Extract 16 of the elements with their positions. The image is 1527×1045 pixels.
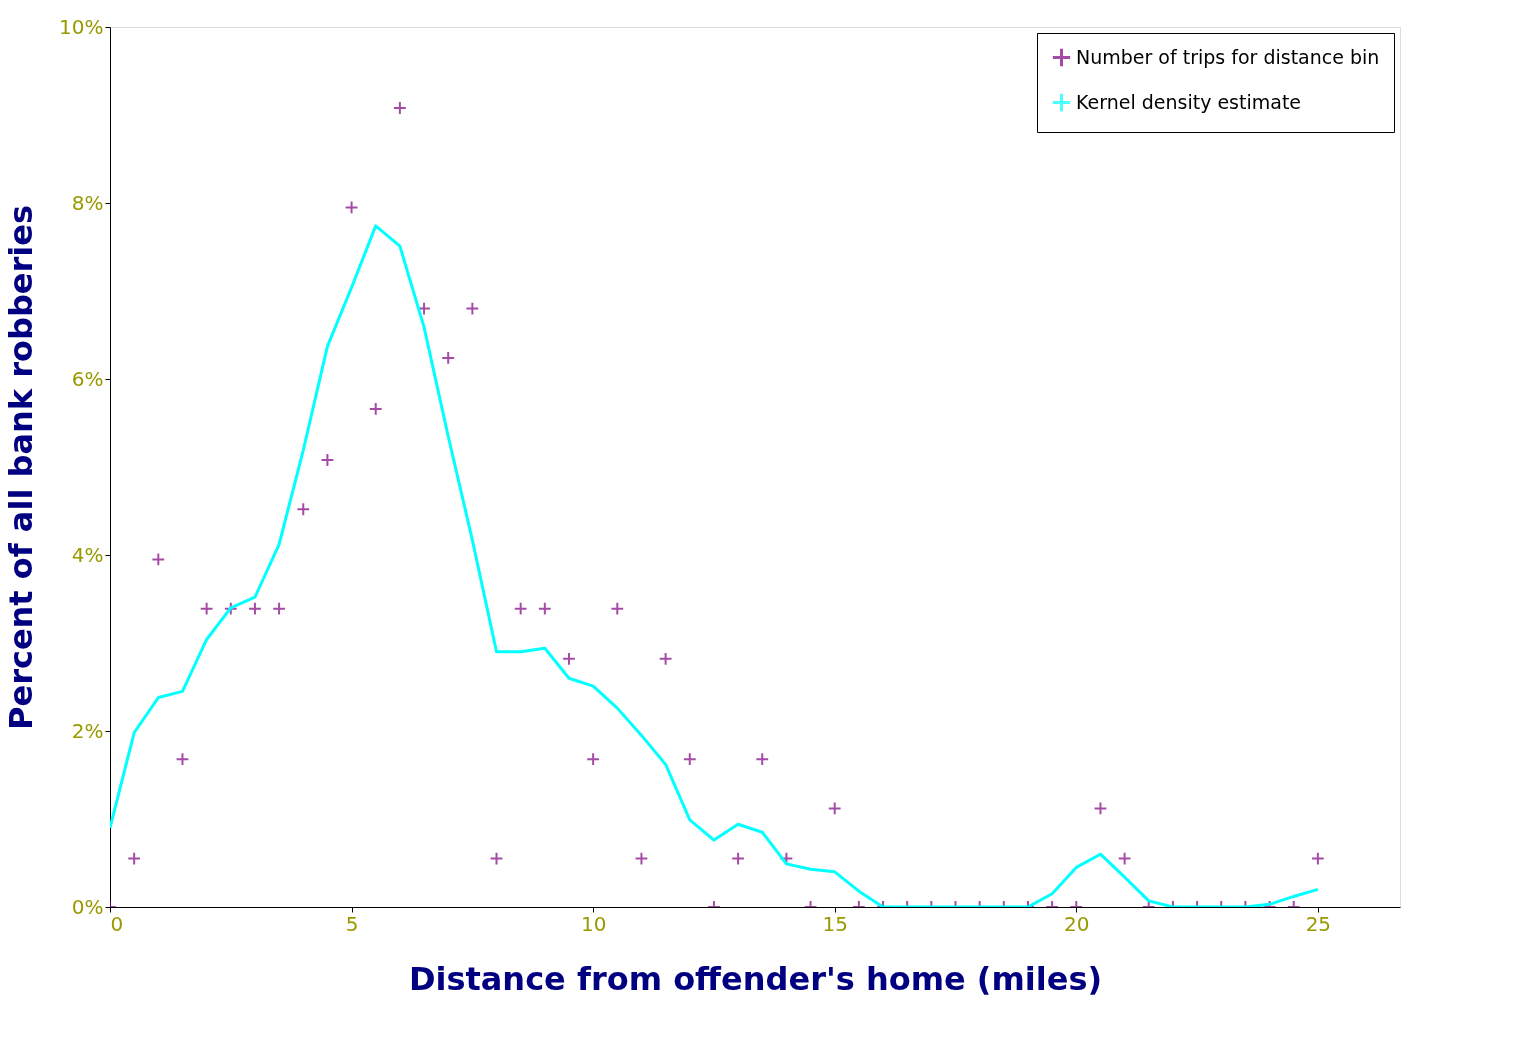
y-tick-label: 2% <box>71 718 104 743</box>
y-tick-label: 8% <box>71 190 104 215</box>
y-tick-label: 10% <box>59 14 104 39</box>
y-tick-label: 6% <box>71 366 104 391</box>
legend-label: Kernel density estimate <box>1076 90 1302 113</box>
x-tick-label: 0 <box>110 911 124 936</box>
y-tick-label: 4% <box>71 542 104 567</box>
y-tick-label: 0% <box>71 894 104 919</box>
x-axis-title: Distance from offender's home (miles) <box>408 959 1103 998</box>
x-tick-label: 15 <box>822 911 848 936</box>
x-tick-label: 5 <box>345 911 359 936</box>
x-tick-label: 10 <box>580 911 607 936</box>
x-tick-label: 25 <box>1305 911 1332 936</box>
legend-label: Number of trips for distance bin <box>1076 45 1380 68</box>
y-axis-title: Percent of all bank robberies <box>2 204 41 731</box>
x-tick-label: 20 <box>1064 911 1090 936</box>
